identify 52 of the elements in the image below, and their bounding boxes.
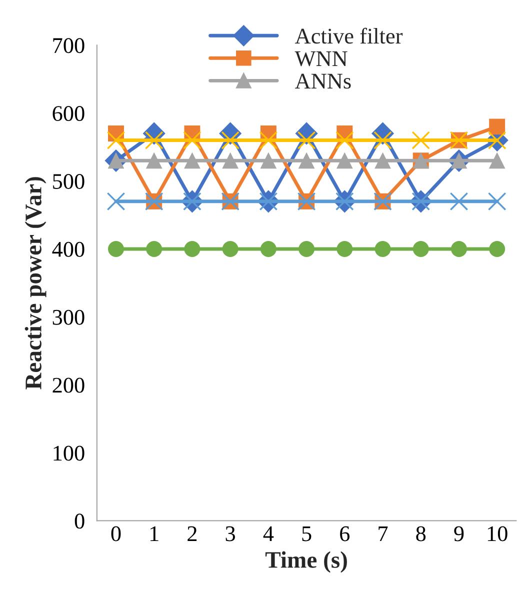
- point: [450, 192, 468, 211]
- point: [298, 240, 315, 257]
- x-tick-label: 2: [188, 526, 197, 542]
- x-axis-title: Time (s): [265, 551, 347, 573]
- x-tick-label: 1: [150, 526, 158, 542]
- point: [260, 240, 276, 257]
- legend-label: WNN: [294, 51, 348, 66]
- point: [260, 152, 276, 169]
- point: [336, 152, 353, 169]
- point: [489, 118, 506, 135]
- point: [374, 152, 391, 169]
- y-tick-label: 100: [54, 446, 84, 461]
- legend-label: Active filter: [294, 28, 403, 44]
- point: [412, 131, 430, 150]
- x-tick-label: 6: [340, 526, 350, 542]
- point: [298, 152, 315, 169]
- point: [259, 131, 278, 150]
- point: [489, 240, 506, 257]
- x-tick-label: 8: [416, 526, 426, 542]
- x-tick-label: 5: [302, 526, 312, 542]
- x-tick-label: 10: [488, 526, 508, 542]
- point: [374, 240, 391, 257]
- point: [336, 240, 353, 257]
- point: [222, 240, 238, 257]
- x-tick-label: 4: [263, 526, 274, 542]
- point: [489, 152, 506, 169]
- y-tick-label: 400: [52, 242, 84, 257]
- y-tick-label: 300: [52, 310, 84, 325]
- point: [146, 240, 162, 257]
- point: [183, 131, 202, 150]
- point: [450, 240, 467, 257]
- point: [335, 131, 354, 150]
- x-tick-label: 0: [111, 526, 121, 542]
- y-axis-title: Reactive power (Var): [24, 177, 46, 390]
- legend-label: ANNs: [294, 74, 351, 89]
- point: [488, 192, 506, 211]
- y-tick-label: 700: [53, 38, 84, 54]
- point: [146, 152, 162, 169]
- point: [222, 152, 238, 169]
- y-tick-label: 600: [52, 106, 84, 122]
- x-tick-label: 9: [454, 526, 464, 542]
- point: [412, 240, 429, 257]
- y-tick-label: 200: [52, 378, 84, 393]
- point: [184, 240, 200, 257]
- point: [184, 152, 200, 169]
- y-tick-label: 500: [53, 174, 84, 189]
- point: [106, 192, 126, 211]
- point: [108, 240, 124, 257]
- x-tick-label: 3: [226, 526, 236, 542]
- y-tick-label: 0: [74, 514, 84, 529]
- point: [106, 131, 126, 150]
- x-tick-label: 7: [378, 526, 388, 542]
